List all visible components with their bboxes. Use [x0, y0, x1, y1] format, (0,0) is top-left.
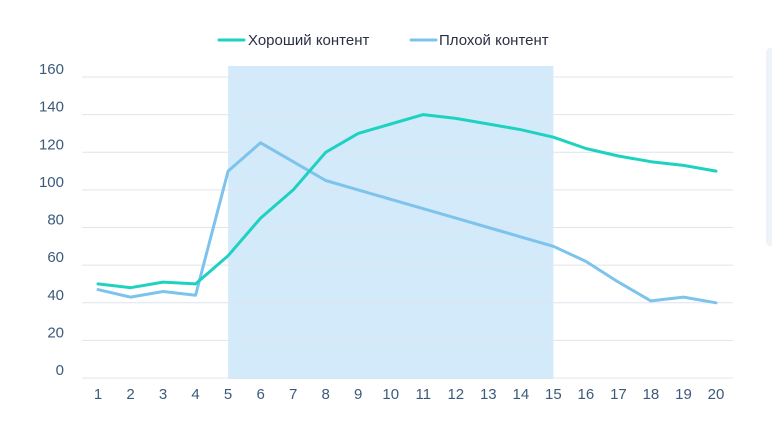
x-tick-label: 6	[256, 386, 264, 403]
x-tick-label: 19	[675, 386, 692, 403]
x-tick-label: 3	[159, 386, 167, 403]
x-tick-label: 5	[224, 386, 232, 403]
legend: Хороший контент Плохой контент	[217, 32, 549, 49]
y-tick-label: 80	[47, 212, 64, 229]
y-tick-label: 140	[39, 99, 64, 116]
x-tick-label: 2	[126, 386, 134, 403]
y-tick-label: 100	[39, 174, 64, 191]
x-tick-label: 8	[322, 386, 330, 403]
x-tick-label: 16	[578, 386, 595, 403]
y-tick-label: 160	[39, 61, 64, 78]
y-tick-label: 0	[56, 362, 64, 379]
series-layer	[96, 113, 718, 305]
y-tick-label: 60	[47, 249, 64, 266]
y-tick-label: 120	[39, 136, 64, 153]
x-tick-label: 15	[545, 386, 562, 403]
series-line-2	[96, 141, 718, 305]
y-tick-label: 40	[47, 287, 64, 304]
x-tick-label: 17	[610, 386, 627, 403]
y-tick-label: 20	[47, 324, 64, 341]
x-tick-label: 4	[191, 386, 199, 403]
side-panel-edge	[766, 48, 772, 246]
x-tick-label: 10	[382, 386, 399, 403]
y-axis: 0 20 40 60 80 100 120 140 160	[39, 61, 64, 379]
x-tick-label: 9	[354, 386, 362, 403]
x-axis: 1 2 3 4 5 6 7 8 9 10 11 12 13 14 15 16 17 18 19 20	[94, 386, 725, 403]
x-tick-label: 1	[94, 386, 102, 403]
x-tick-label: 20	[708, 386, 725, 403]
x-tick-label: 7	[289, 386, 297, 403]
grid-layer	[82, 76, 733, 379]
highlight-layer	[228, 66, 554, 379]
x-tick-label: 13	[480, 386, 497, 403]
x-tick-label: 14	[512, 386, 529, 403]
legend-label: Хороший контент	[248, 32, 370, 49]
series-line-1	[96, 113, 718, 290]
x-tick-label: 11	[415, 386, 431, 403]
x-tick-label: 18	[643, 386, 660, 403]
highlight-region	[228, 66, 554, 379]
x-tick-label: 12	[447, 386, 464, 403]
legend-label: Плохой контент	[439, 32, 549, 49]
